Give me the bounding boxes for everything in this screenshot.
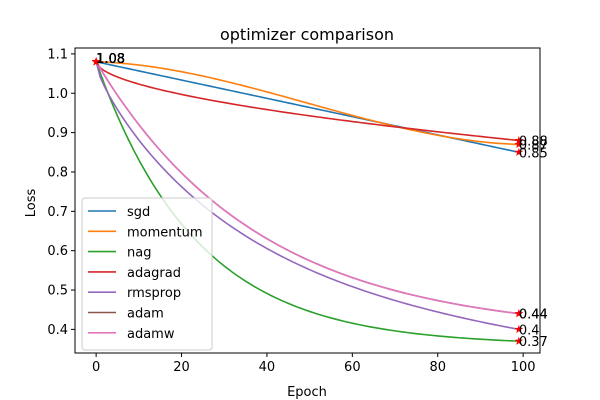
x-tick-label: 0	[92, 360, 100, 375]
end-marker	[514, 147, 524, 156]
x-axis-label: Epoch	[287, 385, 327, 400]
end-value-label: 0.88	[519, 134, 548, 149]
chart-title: optimizer comparison	[220, 25, 394, 44]
legend-label: rmsprop	[127, 286, 181, 301]
x-tick-label: 80	[429, 360, 446, 375]
end-value-label: 0.4	[519, 323, 540, 338]
legend-label: adamw	[127, 327, 175, 342]
y-tick-label: 0.7	[47, 205, 68, 220]
y-tick-label: 1.0	[47, 87, 68, 102]
x-tick-label: 60	[344, 360, 361, 375]
y-tick-label: 0.4	[47, 323, 68, 338]
series-line-adagrad	[95, 61, 519, 142]
x-tick-label: 40	[259, 360, 276, 375]
y-tick-label: 0.6	[47, 244, 68, 259]
legend-label: momentum	[127, 225, 203, 240]
end-marker	[514, 309, 524, 318]
x-tick-label: 20	[173, 360, 190, 375]
end-marker	[514, 324, 524, 334]
end-labels: 1.080.851.080.871.080.371.080.881.080.41…	[96, 52, 548, 350]
series-line-momentum	[96, 60, 519, 146]
end-markers	[91, 57, 524, 345]
end-value-label: 0.44	[519, 308, 548, 323]
end-marker	[514, 135, 524, 145]
start-value-label: 1.08	[96, 52, 125, 67]
start-value-label: 1.08	[96, 52, 125, 67]
end-marker	[514, 139, 524, 149]
legend: sgd momentum nag adagrad rmsprop adam adamw	[81, 197, 213, 351]
start-value-label: 1.08	[96, 52, 125, 67]
end-value-label: 0.44	[519, 308, 548, 323]
y-tick-label: 0.8	[47, 165, 68, 180]
legend-label: nag	[127, 246, 151, 261]
x-axis: 0 20 40 60 80 100	[92, 353, 536, 375]
x-tick-label: 100	[511, 360, 536, 375]
y-axis: 0.4 0.5 0.6 0.7 0.8 0.9 1.0 1.1	[47, 47, 75, 338]
start-value-label: 1.08	[96, 52, 125, 67]
legend-label: sgd	[127, 205, 150, 220]
end-value-label: 0.85	[519, 146, 548, 161]
end-value-label: 0.37	[519, 335, 548, 350]
series-line-adamw	[95, 61, 519, 315]
start-value-label: 1.08	[96, 52, 125, 67]
y-axis-label: Loss	[24, 189, 39, 218]
y-tick-label: 0.5	[47, 284, 68, 299]
y-tick-label: 0.9	[47, 126, 68, 141]
legend-label: adam	[127, 307, 164, 322]
series-line-rmsprop	[95, 61, 520, 331]
plot-frame	[74, 47, 541, 354]
start-value-label: 1.08	[96, 52, 125, 67]
end-value-label: 0.87	[519, 138, 548, 153]
legend-label: adagrad	[127, 266, 181, 281]
start-value-label: 1.08	[96, 52, 125, 67]
start-marker	[91, 57, 101, 66]
y-tick-label: 1.1	[47, 47, 68, 62]
end-marker	[514, 336, 524, 345]
